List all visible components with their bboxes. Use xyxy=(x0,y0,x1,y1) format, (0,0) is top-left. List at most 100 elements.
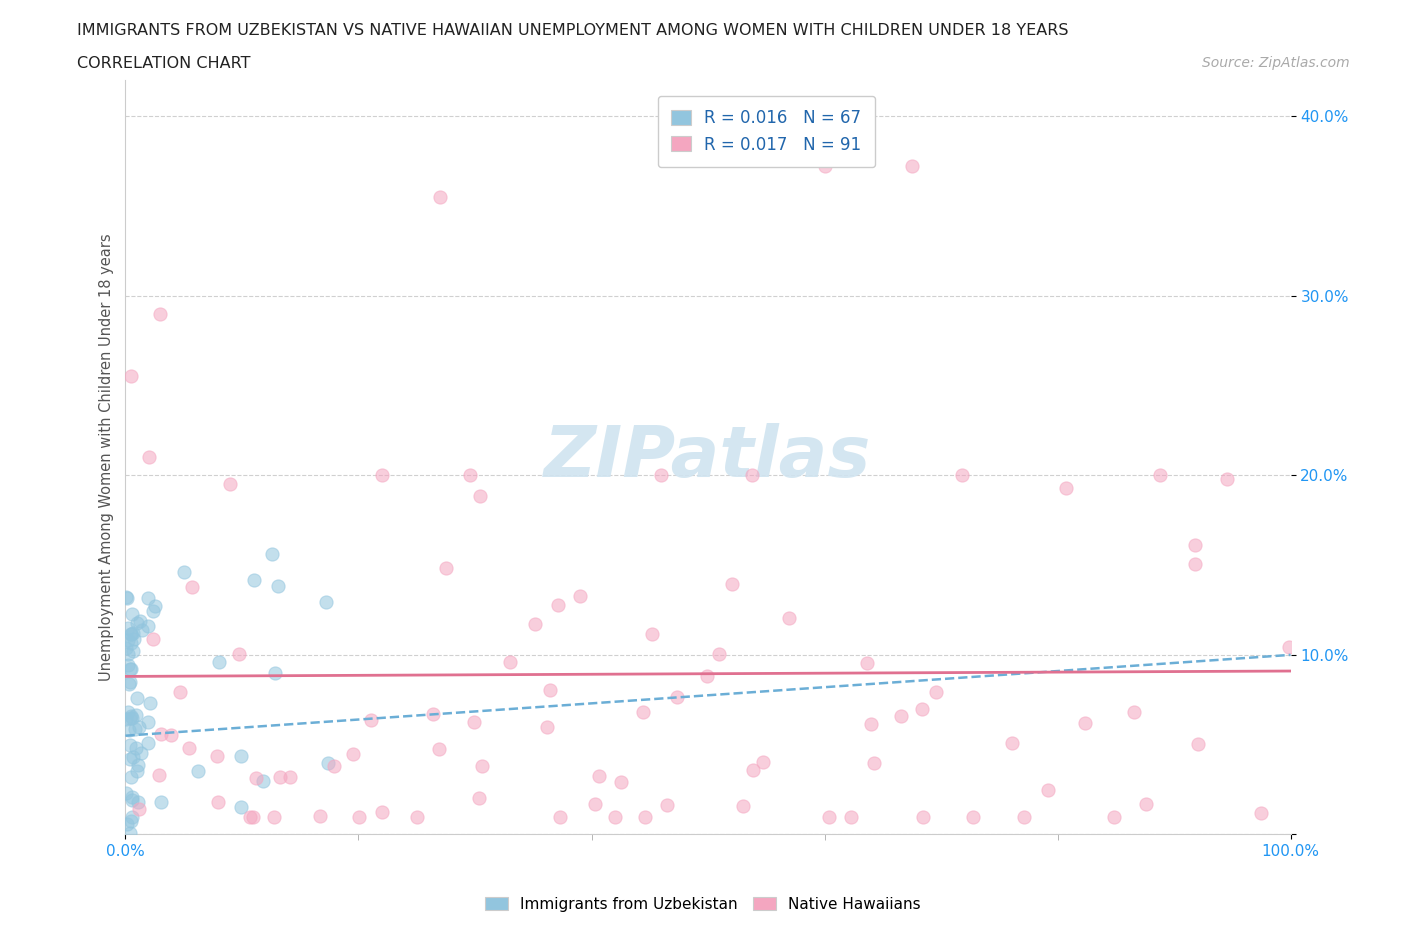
Point xyxy=(117,646,139,661)
Point xyxy=(118,737,141,752)
Point xyxy=(1184,538,1206,552)
Point xyxy=(121,810,143,825)
Point xyxy=(121,790,143,805)
Point xyxy=(741,763,763,777)
Point xyxy=(471,758,494,773)
Point xyxy=(309,808,332,823)
Point xyxy=(127,764,149,778)
Point xyxy=(120,627,142,642)
Point xyxy=(239,809,262,824)
Point xyxy=(128,802,150,817)
Point xyxy=(405,809,427,824)
Point xyxy=(315,594,337,609)
Point xyxy=(1000,736,1022,751)
Point xyxy=(813,159,835,174)
Point xyxy=(429,190,451,205)
Point xyxy=(463,715,485,730)
Point xyxy=(122,631,145,646)
Point xyxy=(536,720,558,735)
Point xyxy=(120,709,142,724)
Point xyxy=(117,620,139,635)
Point xyxy=(138,450,160,465)
Point xyxy=(264,666,287,681)
Point xyxy=(950,468,973,483)
Point xyxy=(229,800,252,815)
Point xyxy=(1250,805,1272,820)
Point xyxy=(125,740,148,755)
Point xyxy=(911,702,934,717)
Point xyxy=(523,617,546,631)
Point xyxy=(187,764,209,778)
Point xyxy=(962,809,984,824)
Point xyxy=(160,727,183,742)
Point xyxy=(650,468,672,483)
Point xyxy=(127,691,149,706)
Point xyxy=(118,825,141,840)
Point xyxy=(1074,716,1097,731)
Point xyxy=(127,758,149,773)
Point xyxy=(136,591,159,605)
Point xyxy=(245,770,267,785)
Point xyxy=(657,797,679,812)
Point xyxy=(208,654,231,669)
Point xyxy=(817,809,839,824)
Point xyxy=(1215,472,1237,486)
Point xyxy=(145,598,167,613)
Point xyxy=(583,796,606,811)
Point xyxy=(207,794,229,809)
Point xyxy=(588,769,610,784)
Point xyxy=(136,714,159,729)
Point xyxy=(131,623,153,638)
Point xyxy=(263,809,285,824)
Point xyxy=(205,749,228,764)
Point xyxy=(1054,481,1077,496)
Point xyxy=(118,751,141,766)
Point xyxy=(1278,640,1301,655)
Point xyxy=(142,604,165,618)
Point xyxy=(499,655,522,670)
Point xyxy=(229,749,252,764)
Point xyxy=(149,306,172,321)
Point xyxy=(538,683,561,698)
Point xyxy=(117,591,139,605)
Point xyxy=(841,809,863,824)
Point xyxy=(252,774,274,789)
Point xyxy=(434,560,457,575)
Point xyxy=(136,618,159,633)
Point xyxy=(1135,796,1157,811)
Point xyxy=(120,674,142,689)
Point xyxy=(148,767,170,782)
Point xyxy=(1123,705,1146,720)
Point xyxy=(128,720,150,735)
Point xyxy=(890,708,912,723)
Point xyxy=(1184,557,1206,572)
Point xyxy=(115,590,138,604)
Point xyxy=(752,754,775,769)
Point xyxy=(925,684,948,699)
Point xyxy=(360,712,382,727)
Point xyxy=(631,704,654,719)
Point xyxy=(856,656,879,671)
Point xyxy=(262,546,284,561)
Point xyxy=(150,794,173,809)
Point xyxy=(731,799,754,814)
Point xyxy=(117,632,139,647)
Point xyxy=(470,488,492,503)
Point xyxy=(1036,782,1059,797)
Point xyxy=(371,468,394,483)
Point xyxy=(139,696,162,711)
Point xyxy=(863,755,886,770)
Point xyxy=(114,711,136,726)
Point xyxy=(121,750,143,764)
Point xyxy=(721,577,744,591)
Point xyxy=(342,747,364,762)
Point xyxy=(122,644,145,658)
Point xyxy=(228,647,250,662)
Point xyxy=(180,580,202,595)
Text: ZIPatlas: ZIPatlas xyxy=(544,423,872,492)
Point xyxy=(266,578,288,593)
Point xyxy=(177,740,200,755)
Text: Source: ZipAtlas.com: Source: ZipAtlas.com xyxy=(1202,56,1350,70)
Point xyxy=(124,722,146,737)
Point xyxy=(115,817,138,831)
